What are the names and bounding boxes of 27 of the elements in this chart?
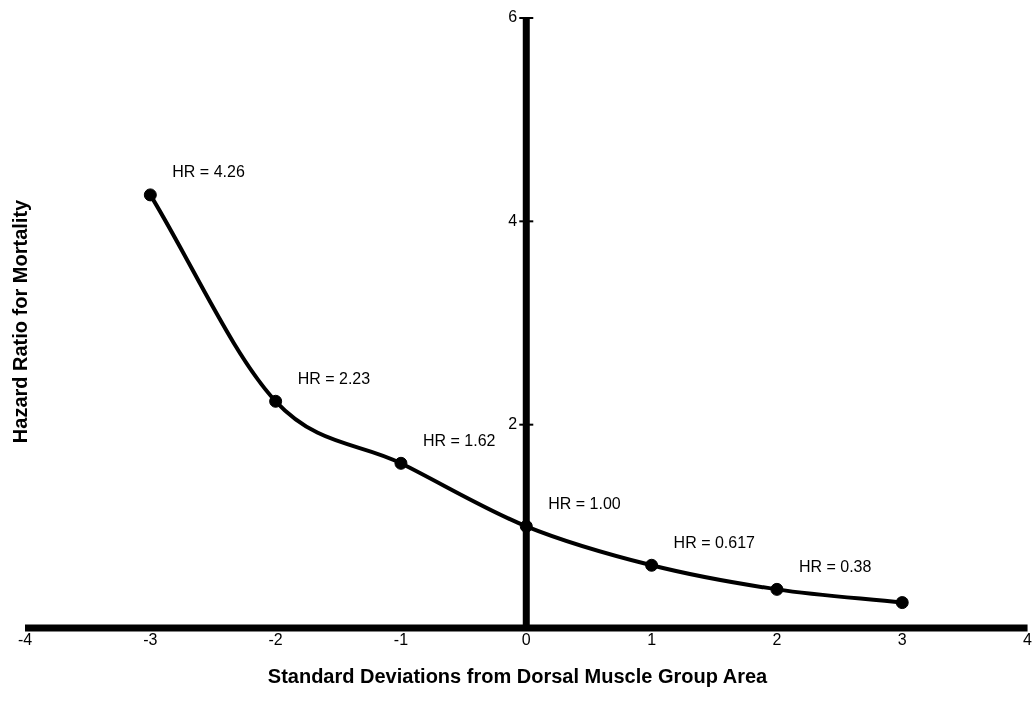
data-label: HR = 0.617: [673, 533, 756, 551]
data-label: HR = 2.23: [297, 369, 371, 387]
data-label: HR = 4.26: [172, 163, 245, 181]
x-tick-label: -3: [143, 631, 158, 649]
point: [895, 596, 909, 610]
x-tick-label: -4: [17, 631, 33, 649]
x-tick-label: 4: [1023, 631, 1033, 649]
y-axis-title: Hazard Ratio for Mortality: [8, 198, 32, 446]
point: [394, 456, 408, 470]
y-tick-label: 2: [508, 415, 518, 433]
point: [269, 394, 283, 408]
x-tick-label: 1: [647, 631, 657, 649]
x-axis-title: Standard Deviations from Dorsal Muscle Group Area: [266, 665, 769, 688]
x-tick-label: 0: [521, 631, 531, 649]
data-label: HR = 1.00: [548, 494, 621, 512]
point: [645, 558, 659, 572]
x-tick-label: -1: [393, 631, 409, 649]
data-label: HR = 0.38: [798, 557, 872, 575]
x-tick-label: 3: [897, 631, 907, 649]
x-tick-label: -2: [268, 631, 283, 649]
point: [143, 188, 157, 202]
point: [519, 519, 533, 533]
y-tick-label: 4: [508, 211, 518, 229]
data-label: HR = 1.62: [422, 431, 496, 449]
x-tick-label: 2: [772, 631, 782, 649]
y-tick-label: 6: [508, 8, 518, 26]
point: [770, 582, 784, 596]
